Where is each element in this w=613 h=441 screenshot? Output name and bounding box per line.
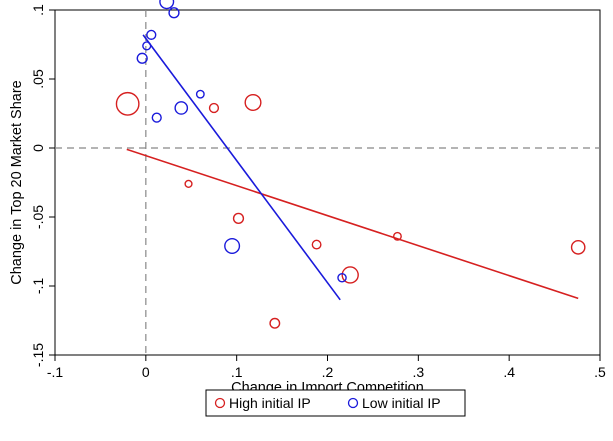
point-series-0-3 (232, 212, 245, 225)
point-series-1-0 (136, 52, 148, 64)
point-series-1-6 (174, 101, 189, 115)
legend-marker-low-initial-ip (347, 397, 359, 409)
point-series-0-7 (341, 266, 359, 284)
x-tick-label: .1 (231, 364, 243, 380)
y-tick-label: .05 (30, 69, 46, 89)
point-series-0-4 (244, 93, 262, 111)
legend-box (205, 389, 466, 417)
point-series-1-1 (142, 41, 152, 51)
point-series-1-8 (224, 237, 241, 254)
y-tick-label: -.1 (30, 278, 46, 295)
legend-marker-high-initial-ip (214, 397, 226, 409)
y-tick-label: -.05 (30, 205, 46, 229)
legend-label-low-initial-ip: Low initial IP (362, 395, 441, 411)
point-series-1-2 (146, 29, 157, 40)
legend-label-high-initial-ip: High initial IP (229, 395, 311, 411)
plot-area (54, 0, 601, 356)
point-series-0-5 (269, 317, 281, 329)
point-series-0-1 (184, 179, 193, 188)
y-tick-label: 0 (30, 144, 46, 152)
legend: High initial IP Low initial IP (205, 389, 466, 417)
y-tick-label: -.15 (30, 343, 46, 367)
y-axis: -.15 -.1 -.05 0 .05 .1 (30, 4, 55, 367)
x-axis: -.1 0 .1 .2 .3 .4 .5 (47, 355, 606, 380)
point-series-0-0 (115, 91, 140, 116)
x-tick-label: -.1 (47, 364, 64, 380)
x-tick-label: .4 (503, 364, 515, 380)
point-series-0-9 (570, 240, 586, 255)
fit-lines (126, 34, 579, 301)
y-tick-label: .1 (30, 4, 46, 16)
reference-lines (55, 10, 600, 355)
x-tick-label: 0 (142, 364, 150, 380)
point-series-0-8 (393, 231, 402, 241)
point-series-0-2 (208, 102, 220, 114)
point-series-1-3 (151, 112, 162, 123)
plot-frame (54, 9, 601, 356)
x-tick-label: .2 (322, 364, 334, 380)
data-points (115, 0, 586, 329)
y-axis-title: Change in Top 20 Market Share (9, 80, 25, 284)
x-tick-label: .3 (412, 364, 424, 380)
fit-line-0 (126, 148, 579, 300)
fit-line-1 (142, 34, 341, 301)
point-series-1-5 (168, 7, 180, 19)
x-tick-label: .5 (594, 364, 606, 380)
point-series-1-7 (195, 89, 205, 99)
point-series-1-4 (159, 0, 175, 10)
point-series-1-9 (337, 272, 347, 283)
point-series-0-6 (311, 239, 322, 250)
